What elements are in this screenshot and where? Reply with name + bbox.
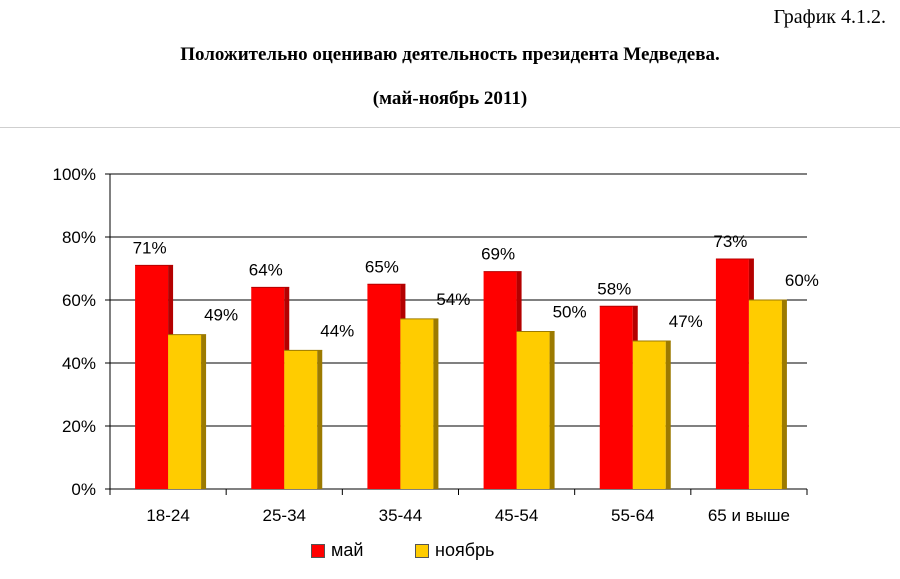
bar-side — [665, 340, 671, 489]
graph-number: График 4.1.2. — [773, 6, 886, 28]
x-axis-ticks: 18-24 25-34 35-44 45-54 55-64 65 и выше — [146, 506, 790, 525]
data-label: 50% — [553, 303, 587, 322]
data-labels-layer: 71% 49% 64% 44% 65% 54% 69% 50% 58% 47% 73% 60% — [133, 232, 819, 340]
bar-front — [284, 350, 318, 489]
bar-front — [400, 318, 434, 489]
y-tick-label: 0% — [71, 480, 96, 499]
legend-item-may: май — [311, 540, 363, 561]
data-label: 54% — [436, 290, 470, 309]
bar-side — [201, 334, 207, 489]
x-tick-label: 55-64 — [611, 506, 654, 525]
bar-front — [599, 306, 633, 489]
divider — [0, 127, 900, 128]
y-tick-label: 100% — [53, 165, 96, 184]
bar-front — [632, 340, 666, 489]
legend-swatch-november — [415, 543, 429, 558]
bar-front — [715, 259, 749, 489]
bar-front — [251, 287, 285, 489]
chart-title: Положительно оцениваю деятельность прези… — [180, 44, 720, 65]
bar-front — [748, 300, 782, 489]
x-tick-label: 18-24 — [146, 506, 189, 525]
bar-front — [516, 331, 550, 489]
x-tick-label: 35-44 — [379, 506, 422, 525]
bar-side — [433, 318, 439, 489]
y-tick-label: 80% — [62, 228, 96, 247]
legend-label-may: май — [331, 540, 364, 560]
x-tick-label: 25-34 — [263, 506, 306, 525]
bar-front — [168, 334, 202, 489]
x-tick-label: 65 и выше — [708, 506, 790, 525]
legend: май ноябрь — [0, 540, 900, 564]
data-label: 60% — [785, 271, 819, 290]
x-tick-label: 45-54 — [495, 506, 538, 525]
y-tick-label: 20% — [62, 417, 96, 436]
data-label: 73% — [713, 232, 747, 251]
bar-side — [317, 350, 323, 489]
y-tick-label: 60% — [62, 291, 96, 310]
legend-item-november: ноябрь — [415, 540, 494, 561]
bar-front — [135, 265, 169, 489]
y-axis-ticks: 0% 20% 40% 60% 80% 100% — [53, 165, 96, 499]
data-label: 64% — [249, 260, 283, 279]
legend-label-november: ноябрь — [435, 540, 495, 560]
bar-side — [781, 300, 787, 489]
data-label: 44% — [320, 321, 354, 340]
data-label: 58% — [597, 279, 631, 298]
data-label: 65% — [365, 257, 399, 276]
data-label: 71% — [133, 238, 167, 257]
data-label: 49% — [204, 306, 238, 325]
bar-front — [367, 284, 401, 489]
data-label: 69% — [481, 245, 515, 264]
data-label: 47% — [669, 312, 703, 331]
grid-layer — [105, 173, 808, 495]
bar-side — [549, 331, 555, 489]
chart-subtitle: (май-ноябрь 2011) — [372, 88, 528, 109]
bars-layer — [135, 258, 787, 489]
legend-swatch-may — [311, 543, 325, 558]
y-tick-label: 40% — [62, 354, 96, 373]
bar-front — [483, 271, 517, 489]
